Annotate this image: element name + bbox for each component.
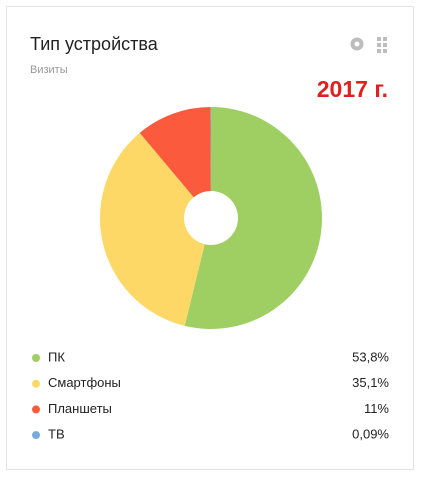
donut-segment bbox=[210, 107, 211, 192]
legend-label: ТВ bbox=[48, 427, 65, 442]
legend-value: 11% bbox=[364, 401, 389, 416]
legend: ПК 53,8% Смартфоны 35,1% Планшеты 11% ТВ 0,09% bbox=[32, 349, 389, 442]
legend-label: ПК bbox=[48, 349, 65, 364]
gear-hole bbox=[354, 41, 360, 47]
settings-icon[interactable] bbox=[350, 37, 364, 51]
card bbox=[6, 6, 414, 470]
donut-segment bbox=[184, 107, 322, 330]
legend-label: Планшеты bbox=[48, 401, 112, 416]
legend-marker bbox=[32, 379, 40, 388]
legend-value: 35,1% bbox=[352, 375, 389, 390]
donut-segment bbox=[139, 107, 211, 198]
legend-value: 53,8% bbox=[352, 349, 389, 364]
donut bbox=[99, 107, 322, 330]
chart-subtitle: Визиты bbox=[30, 64, 68, 76]
annotation: 2017 г. bbox=[317, 76, 388, 102]
legend-label: Смартфоны bbox=[48, 375, 121, 390]
legend-marker bbox=[32, 405, 40, 414]
legend-marker bbox=[32, 354, 40, 362]
chart-title: Тип устройства bbox=[30, 34, 159, 54]
donut-segment bbox=[99, 132, 205, 326]
drag-handle[interactable] bbox=[377, 37, 387, 53]
legend-marker bbox=[32, 431, 40, 440]
legend-value: 0,09% bbox=[352, 427, 389, 442]
